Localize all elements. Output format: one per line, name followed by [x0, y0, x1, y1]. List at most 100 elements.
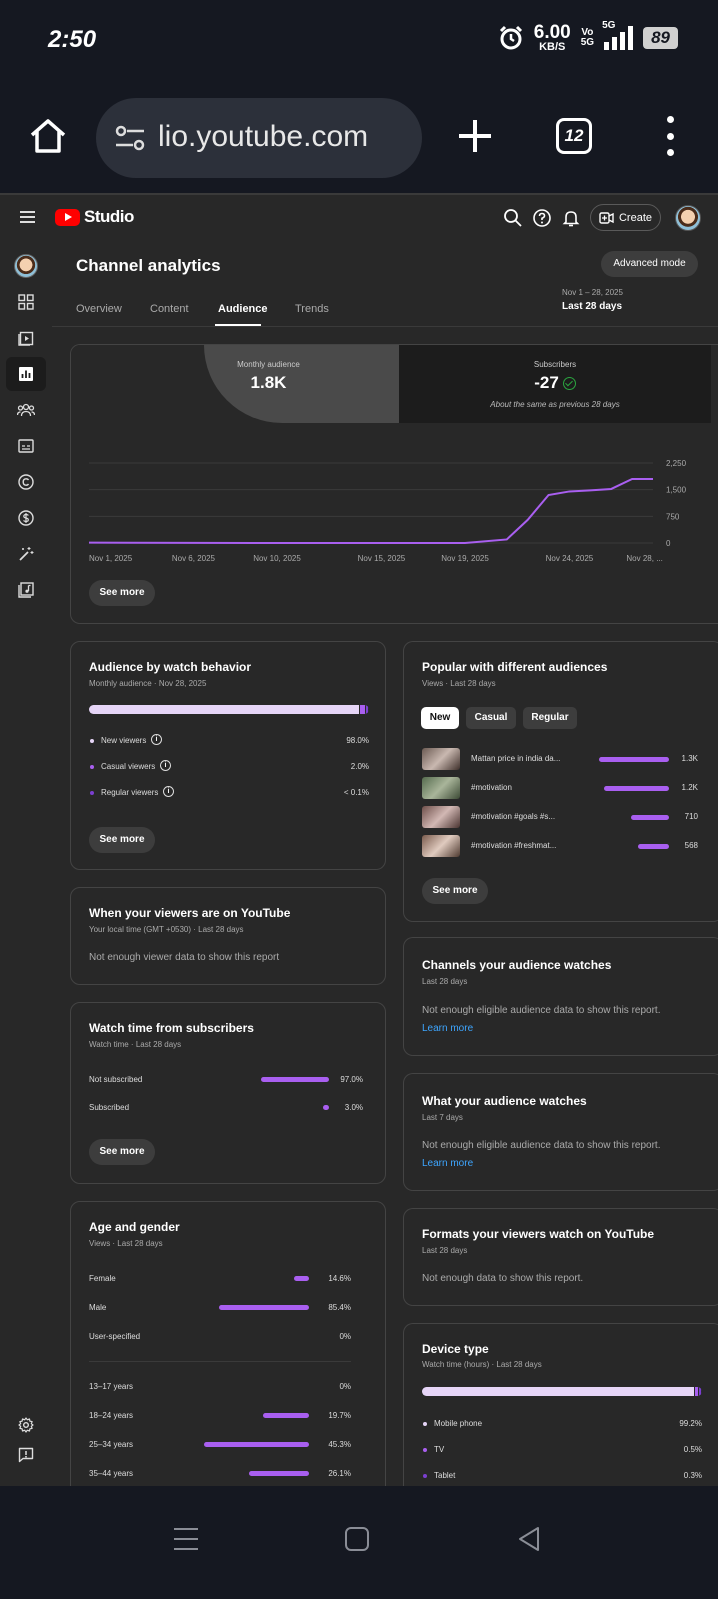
video-thumbnail[interactable]: [422, 835, 460, 857]
advanced-mode-button[interactable]: Advanced mode: [601, 251, 698, 277]
what-audience-watches-learn-more-link[interactable]: Learn more: [422, 1158, 474, 1169]
bar-row-bar: [323, 1105, 329, 1110]
channels-watched-learn-more-link[interactable]: Learn more: [422, 1023, 474, 1034]
bar-row-label: Not subscribed: [89, 1075, 143, 1084]
legend-label: Tablet: [434, 1471, 456, 1480]
nav-channel-avatar[interactable]: [6, 249, 46, 283]
chip-new[interactable]: New: [421, 707, 459, 729]
address-bar[interactable]: lio.youtube.com: [96, 98, 422, 178]
nav-subtitles[interactable]: [6, 429, 46, 463]
what-audience-watches-subtitle: Last 7 days: [422, 1113, 463, 1122]
chip-casual[interactable]: Casual: [466, 707, 516, 729]
browser-menu-icon[interactable]: [660, 116, 680, 156]
volte-indicator: Vo 5G: [581, 28, 594, 48]
chip-regular[interactable]: Regular: [523, 707, 577, 729]
battery-indicator: 89: [643, 27, 678, 49]
nav-content[interactable]: [6, 321, 46, 355]
nav-settings[interactable]: [6, 1408, 46, 1442]
monthly-audience-value: 1.8K: [250, 373, 287, 392]
video-thumbnail[interactable]: [422, 748, 460, 770]
info-icon[interactable]: i: [160, 760, 171, 771]
monthly-audience-label: Monthly audience: [237, 360, 300, 369]
info-icon[interactable]: i: [163, 786, 174, 797]
stacked-bar-segment: [422, 1387, 696, 1396]
bar-row-value: 0%: [339, 1382, 351, 1391]
studio-logo[interactable]: Studio: [55, 207, 134, 227]
legend-value: 0.3%: [683, 1471, 702, 1480]
date-range-picker[interactable]: Nov 1 – 28, 2025 Last 28 days: [562, 288, 623, 312]
account-avatar[interactable]: [675, 205, 701, 231]
nav-customization[interactable]: [6, 537, 46, 571]
analytics-icon: [19, 367, 33, 381]
watch-behavior-see-more-button[interactable]: See more: [89, 827, 155, 853]
status-bar: 2:50 6.00 KB/S Vo 5G 5G 89: [0, 0, 718, 82]
bar-row-value: 19.7%: [328, 1411, 351, 1420]
device-type-card: Device type Watch time (hours) · Last 28…: [403, 1323, 718, 1486]
nav-earn[interactable]: [6, 501, 46, 535]
nav-copyright[interactable]: [6, 465, 46, 499]
back-icon[interactable]: [516, 1526, 542, 1552]
overview-see-more-button[interactable]: See more: [89, 580, 155, 606]
recents-icon[interactable]: [173, 1526, 199, 1552]
home-icon[interactable]: [28, 116, 68, 156]
chart-y-tick-label: 0: [666, 539, 671, 548]
home-nav-icon[interactable]: [344, 1526, 370, 1552]
subscribers-value: -27: [534, 373, 559, 392]
signal-icon: 5G: [602, 20, 634, 50]
watch-behavior-subtitle: Monthly audience · Nov 28, 2025: [89, 679, 207, 688]
popular-see-more-button[interactable]: See more: [422, 878, 488, 904]
video-thumbnail[interactable]: [422, 777, 460, 799]
legend-value: < 0.1%: [343, 788, 369, 797]
help-icon[interactable]: [532, 208, 552, 228]
video-title[interactable]: #motivation: [471, 783, 512, 792]
info-icon[interactable]: i: [151, 734, 162, 745]
formats-note: Not enough data to show this report.: [422, 1273, 584, 1284]
new-tab-icon[interactable]: [455, 116, 495, 156]
bar-row-bar: [219, 1305, 309, 1310]
video-title[interactable]: #motivation #freshmat...: [471, 841, 557, 850]
tab-content[interactable]: Content: [150, 303, 189, 315]
nav-dashboard[interactable]: [6, 285, 46, 319]
video-title[interactable]: #motivation #goals #s...: [471, 812, 556, 821]
device-type-subtitle: Watch time (hours) · Last 28 days: [422, 1360, 542, 1369]
legend-label: New viewers: [101, 736, 147, 745]
nav-analytics[interactable]: [6, 357, 46, 391]
nav-community[interactable]: [6, 393, 46, 427]
tab-overview[interactable]: Overview: [76, 303, 122, 315]
tab-switcher-button[interactable]: 12: [556, 118, 592, 154]
alarm-icon: [499, 25, 522, 50]
legend-label: Regular viewers: [101, 788, 159, 797]
what-audience-watches-title: What your audience watches: [422, 1094, 587, 1108]
network-speed: 6.00 KB/S: [533, 22, 571, 53]
stacked-bar-segment: [698, 1387, 702, 1396]
bar-row-label: Female: [89, 1274, 116, 1283]
popular-subtitle: Views · Last 28 days: [422, 679, 496, 688]
subscriber-watch-time-see-more-button[interactable]: See more: [89, 1139, 155, 1165]
nav-audio-library[interactable]: [6, 573, 46, 607]
search-icon[interactable]: [503, 208, 523, 228]
date-range-label: Last 28 days: [562, 301, 623, 312]
channels-watched-subtitle: Last 28 days: [422, 977, 468, 986]
notifications-icon[interactable]: [561, 208, 581, 228]
legend-value: 2.0%: [350, 762, 369, 771]
android-navigation-bar: [0, 1486, 718, 1599]
monthly-audience-tile[interactable]: Monthly audience 1.8K: [71, 345, 399, 423]
community-icon: [17, 403, 35, 417]
video-title[interactable]: Mattan price in india da...: [471, 754, 561, 763]
nav-feedback[interactable]: [6, 1438, 46, 1472]
bar-row-value: 3.0%: [344, 1103, 363, 1112]
bar-row-bar: [248, 1471, 309, 1476]
when-on-youtube-subtitle: Your local time (GMT +0530) · Last 28 da…: [89, 925, 244, 934]
url-text[interactable]: lio.youtube.com: [158, 120, 369, 153]
menu-icon[interactable]: [20, 211, 35, 223]
network-speed-value: 6.00: [533, 22, 571, 43]
create-button[interactable]: Create: [590, 204, 661, 231]
formats-subtitle: Last 28 days: [422, 1246, 468, 1255]
site-settings-icon[interactable]: [114, 124, 146, 152]
tab-trends[interactable]: Trends: [295, 303, 329, 315]
subscribers-tile[interactable]: Subscribers -27 About the same as previo…: [399, 345, 711, 423]
bar-row-value: 0%: [339, 1332, 351, 1341]
video-thumbnail[interactable]: [422, 806, 460, 828]
tab-audience[interactable]: Audience: [218, 303, 268, 315]
stacked-bar-segment: [89, 705, 361, 714]
